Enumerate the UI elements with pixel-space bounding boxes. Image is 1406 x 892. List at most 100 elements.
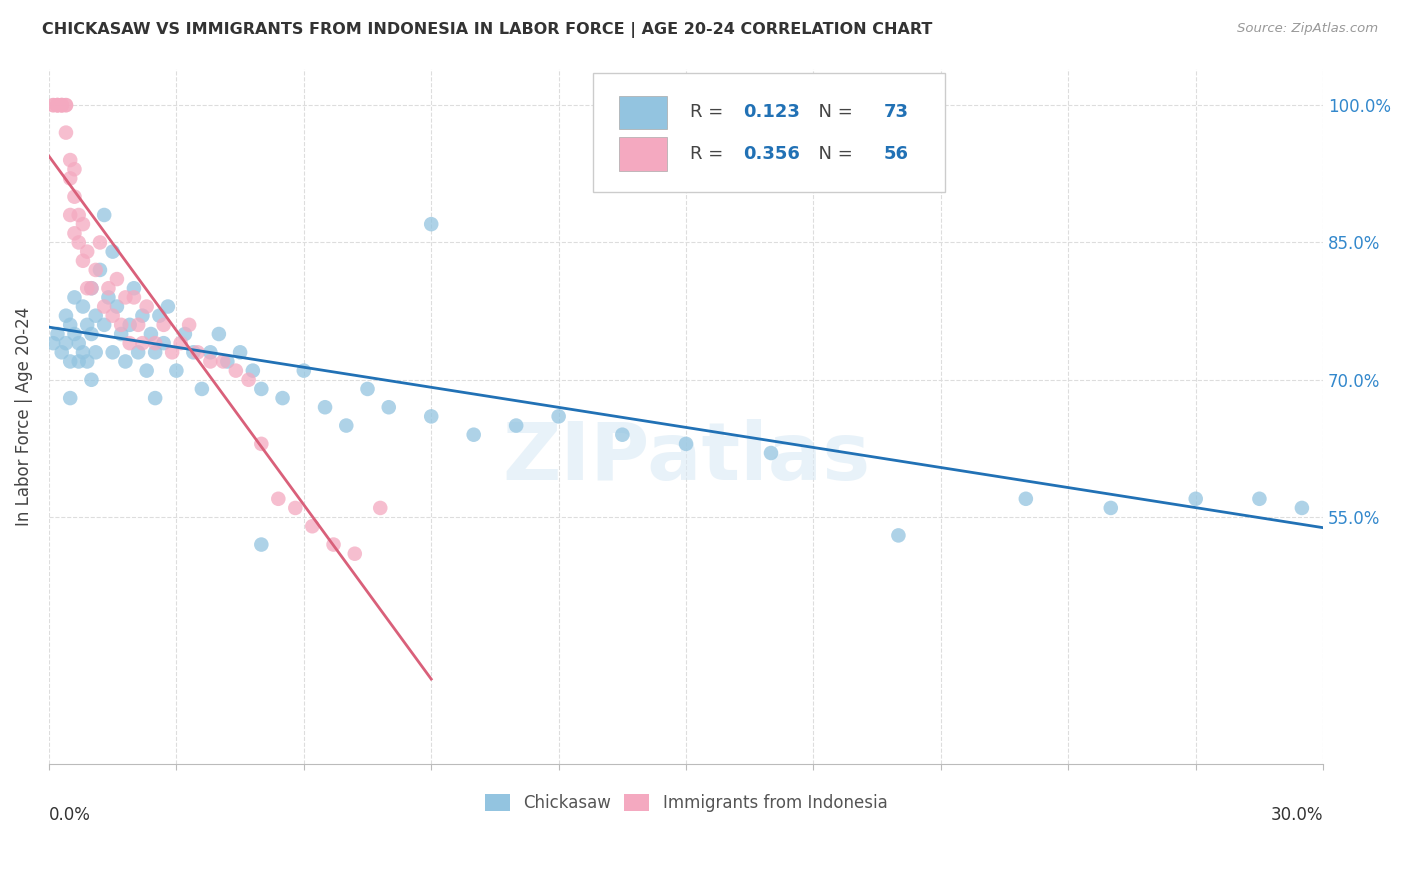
Point	[67, 235, 90, 250]
Point	[46, 326, 69, 341]
Point	[284, 500, 307, 515]
Point	[179, 318, 201, 332]
Point	[67, 354, 90, 368]
Text: 73: 73	[883, 103, 908, 121]
Y-axis label: In Labor Force | Age 20-24: In Labor Force | Age 20-24	[15, 307, 32, 526]
Point	[84, 345, 107, 359]
Point	[148, 309, 170, 323]
Point	[152, 336, 174, 351]
Point	[759, 446, 782, 460]
Point	[200, 345, 222, 359]
Point	[114, 290, 136, 304]
Point	[173, 326, 195, 341]
Point	[46, 98, 69, 112]
Point	[118, 336, 141, 351]
Point	[143, 336, 166, 351]
Point	[165, 363, 187, 377]
Point	[46, 98, 69, 112]
Point	[51, 98, 73, 112]
Point	[67, 208, 90, 222]
Text: ZIPatlas: ZIPatlas	[502, 419, 870, 497]
Point	[675, 437, 697, 451]
Point	[51, 98, 73, 112]
Point	[183, 345, 205, 359]
Text: 56: 56	[883, 145, 908, 163]
Point	[887, 528, 910, 542]
Point	[212, 354, 235, 368]
Point	[105, 272, 128, 286]
Point	[55, 309, 77, 323]
Point	[156, 300, 179, 314]
Point	[131, 309, 153, 323]
Point	[314, 401, 336, 415]
Point	[225, 363, 247, 377]
Point	[42, 98, 65, 112]
Point	[200, 354, 222, 368]
Point	[93, 300, 115, 314]
Legend: Chickasaw, Immigrants from Indonesia: Chickasaw, Immigrants from Indonesia	[478, 787, 894, 819]
Point	[76, 244, 98, 259]
Point	[135, 300, 157, 314]
Point	[343, 547, 366, 561]
Point	[59, 171, 82, 186]
Point	[160, 345, 183, 359]
Point	[55, 126, 77, 140]
Point	[63, 290, 86, 304]
Point	[127, 345, 149, 359]
Point	[93, 208, 115, 222]
Point	[122, 281, 145, 295]
Point	[59, 318, 82, 332]
Point	[84, 263, 107, 277]
Point	[250, 437, 273, 451]
Point	[208, 326, 231, 341]
Point	[356, 382, 378, 396]
Point	[1291, 500, 1313, 515]
Point	[420, 217, 443, 231]
Point	[250, 382, 273, 396]
Point	[169, 336, 191, 351]
Point	[67, 336, 90, 351]
Point	[76, 318, 98, 332]
Point	[143, 391, 166, 405]
Text: 0.123: 0.123	[744, 103, 800, 121]
Text: R =: R =	[690, 145, 728, 163]
Point	[463, 427, 485, 442]
Point	[63, 189, 86, 203]
Point	[152, 318, 174, 332]
Point	[505, 418, 527, 433]
Text: 30.0%: 30.0%	[1271, 806, 1323, 824]
Point	[127, 318, 149, 332]
Point	[110, 318, 132, 332]
Point	[322, 537, 344, 551]
FancyBboxPatch shape	[619, 95, 666, 129]
Point	[46, 98, 69, 112]
Point	[46, 98, 69, 112]
Point	[76, 354, 98, 368]
Point	[72, 300, 94, 314]
Point	[42, 336, 65, 351]
Point	[80, 281, 103, 295]
Point	[229, 345, 252, 359]
Point	[187, 345, 209, 359]
Point	[335, 418, 357, 433]
Point	[72, 253, 94, 268]
Point	[131, 336, 153, 351]
Point	[63, 162, 86, 177]
Point	[1099, 500, 1122, 515]
Point	[271, 391, 294, 405]
Point	[63, 326, 86, 341]
Point	[1249, 491, 1271, 506]
Point	[1184, 491, 1206, 506]
Point	[80, 373, 103, 387]
Text: 0.0%: 0.0%	[49, 806, 91, 824]
Point	[97, 290, 120, 304]
Point	[101, 309, 124, 323]
Point	[122, 290, 145, 304]
Point	[368, 500, 391, 515]
Text: N =: N =	[807, 103, 859, 121]
Point	[72, 345, 94, 359]
Point	[89, 263, 111, 277]
Point	[591, 171, 613, 186]
Point	[217, 354, 239, 368]
Point	[59, 354, 82, 368]
